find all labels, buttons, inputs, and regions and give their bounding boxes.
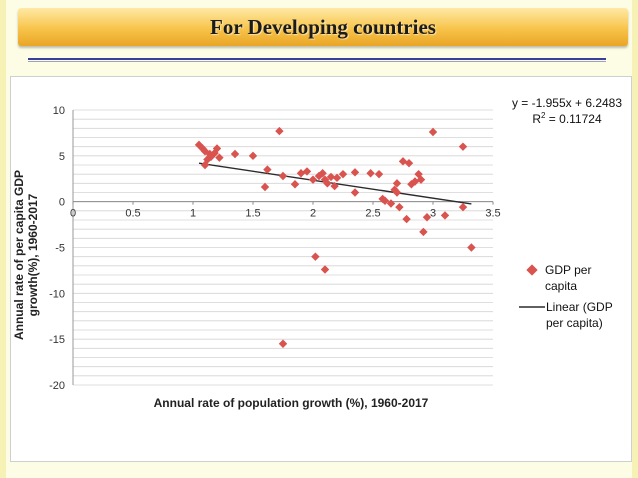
- y-tick-labels: 10 5 0 -5 -10 -15 -20: [49, 105, 65, 392]
- data-point: [332, 173, 342, 183]
- chart-panel: 0 0.5 1 1.5 2 2.5 3 3.5 10 5 0 -5 -10 -15 -20 Annual …: [10, 76, 632, 462]
- data-point: [215, 153, 224, 162]
- x-axis-title: Annual rate of population growth (%), 19…: [154, 396, 429, 410]
- data-point: [311, 252, 320, 261]
- data-point: [278, 339, 288, 348]
- data-point: [230, 149, 240, 159]
- y-axis-title-line1: Annual rate of per capita GDP: [12, 170, 26, 340]
- data-point: [374, 169, 384, 179]
- data-point: [392, 179, 402, 188]
- title-underline: [28, 58, 606, 60]
- data-point: [338, 169, 348, 179]
- y-tick-label: 5: [59, 151, 65, 163]
- data-point: [320, 265, 330, 274]
- legend-label-linear-line1: Linear (GDP: [546, 300, 613, 314]
- data-point: [275, 126, 284, 136]
- data-point: [402, 214, 411, 224]
- r-squared-value: = 0.11724: [545, 112, 601, 126]
- data-point: [416, 175, 426, 184]
- y-tick-label: 10: [53, 105, 65, 117]
- r-squared: R2 = 0.11724: [532, 111, 602, 126]
- x-tick-label: 3: [430, 208, 436, 220]
- data-point: [308, 175, 318, 184]
- data-point: [458, 142, 468, 151]
- x-tick-label: 0.5: [125, 208, 140, 220]
- title-banner: For Developing countries: [18, 8, 628, 46]
- y-axis-title-line2: growth(%), 1960-2017: [26, 193, 40, 316]
- data-point: [419, 227, 428, 237]
- data-point: [422, 213, 432, 222]
- data-point: [404, 158, 414, 168]
- data-point: [200, 147, 210, 156]
- y-tick-label: -20: [49, 380, 65, 392]
- data-points: [194, 126, 476, 348]
- data-point: [428, 127, 438, 137]
- data-point: [330, 181, 339, 191]
- data-point: [395, 202, 404, 212]
- title-underline-thin: [28, 61, 606, 62]
- r-squared-symbol: R: [532, 112, 541, 126]
- x-tick-label: 1.5: [245, 208, 260, 220]
- y-tick-label: -10: [49, 288, 65, 300]
- data-point: [278, 171, 288, 181]
- data-point: [302, 167, 312, 176]
- data-point: [350, 168, 360, 177]
- data-point: [323, 179, 332, 188]
- r-squared-exponent: 2: [541, 111, 546, 120]
- x-tick-label: 1: [190, 208, 196, 220]
- data-point: [260, 182, 270, 192]
- data-point: [440, 211, 450, 220]
- grid-lines: [73, 109, 493, 386]
- legend: GDP per capita Linear (GDP per capita): [519, 263, 613, 330]
- data-point: [263, 165, 272, 174]
- y-tick-label: -5: [55, 243, 65, 255]
- data-point: [290, 180, 300, 189]
- legend-label-gdp-line1: GDP per: [545, 263, 591, 277]
- data-point: [200, 160, 210, 170]
- legend-diamond-marker: [526, 264, 538, 276]
- data-point: [366, 169, 375, 178]
- x-tick-labels: 0 0.5 1 1.5 2 2.5 3 3.5: [70, 208, 501, 220]
- x-tick-label: 2: [310, 208, 316, 220]
- axes: [72, 110, 494, 385]
- y-tick-label: 0: [59, 197, 65, 209]
- trend-equation: y = -1.955x + 6.2483: [512, 96, 622, 110]
- data-point: [458, 202, 468, 212]
- legend-label-gdp-line2: capita: [545, 279, 577, 293]
- x-tick-label: 0: [70, 208, 76, 220]
- x-tick-label: 2.5: [365, 208, 380, 220]
- slide-title: For Developing countries: [210, 15, 436, 39]
- scatter-chart: 0 0.5 1 1.5 2 2.5 3 3.5 10 5 0 -5 -10 -15 -20 Annual …: [12, 96, 622, 410]
- y-tick-label: -15: [49, 334, 65, 346]
- x-tick-label: 3.5: [485, 208, 500, 220]
- data-point: [350, 188, 360, 197]
- legend-label-linear-line2: per capita): [546, 316, 603, 330]
- data-point: [248, 151, 258, 161]
- data-point: [206, 152, 216, 161]
- data-point: [320, 175, 330, 184]
- data-point: [212, 144, 222, 153]
- data-point: [326, 172, 336, 182]
- data-point: [467, 243, 476, 252]
